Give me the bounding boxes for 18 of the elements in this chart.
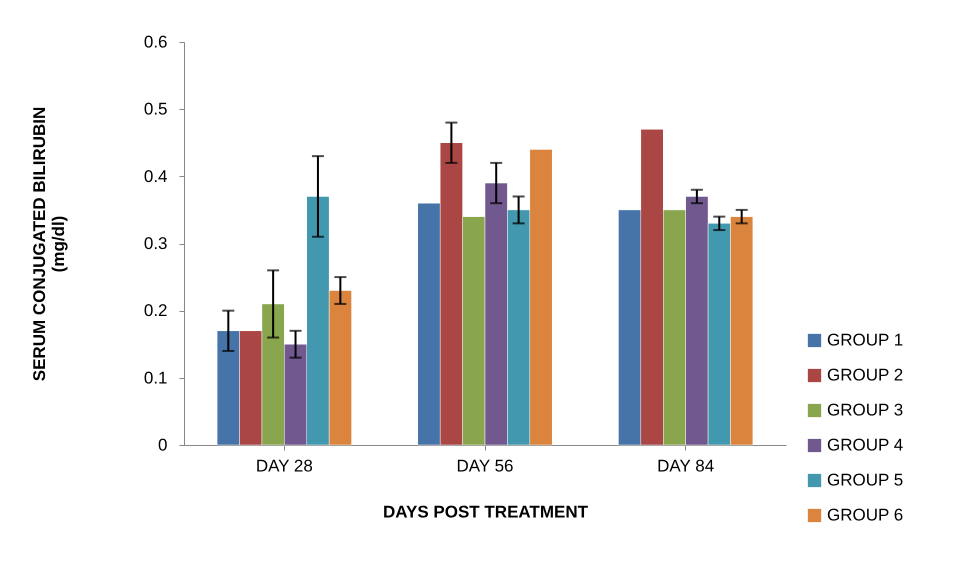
- legend-label: GROUP 3: [827, 400, 904, 420]
- legend-label: GROUP 2: [827, 366, 904, 384]
- y-axis-title: SERUM CONJUGATED BILIRUBIN (mg/dl): [30, 106, 68, 382]
- x-tick-label: DAY 56: [456, 456, 514, 476]
- legend-label: GROUP 4: [827, 436, 904, 454]
- y-tick-label: 0.1: [144, 368, 168, 388]
- y-tick-label: 0.5: [144, 100, 168, 119]
- y-tick-label: 0.6: [144, 32, 168, 52]
- legend-label: GROUP 5: [827, 470, 904, 490]
- y-tick-label: 0: [158, 436, 168, 454]
- x-tick-label: DAY 28: [256, 456, 313, 476]
- legend-label: GROUP 6: [827, 506, 904, 524]
- y-tick-label: 0.4: [144, 166, 168, 186]
- y-tick-label: 0.2: [144, 301, 168, 320]
- x-tick-label: DAY 84: [657, 456, 714, 476]
- x-axis-title: DAYS POST TREATMENT: [383, 502, 589, 522]
- y-tick-label: 0.3: [144, 234, 168, 253]
- legend-label: GROUP 1: [827, 330, 904, 350]
